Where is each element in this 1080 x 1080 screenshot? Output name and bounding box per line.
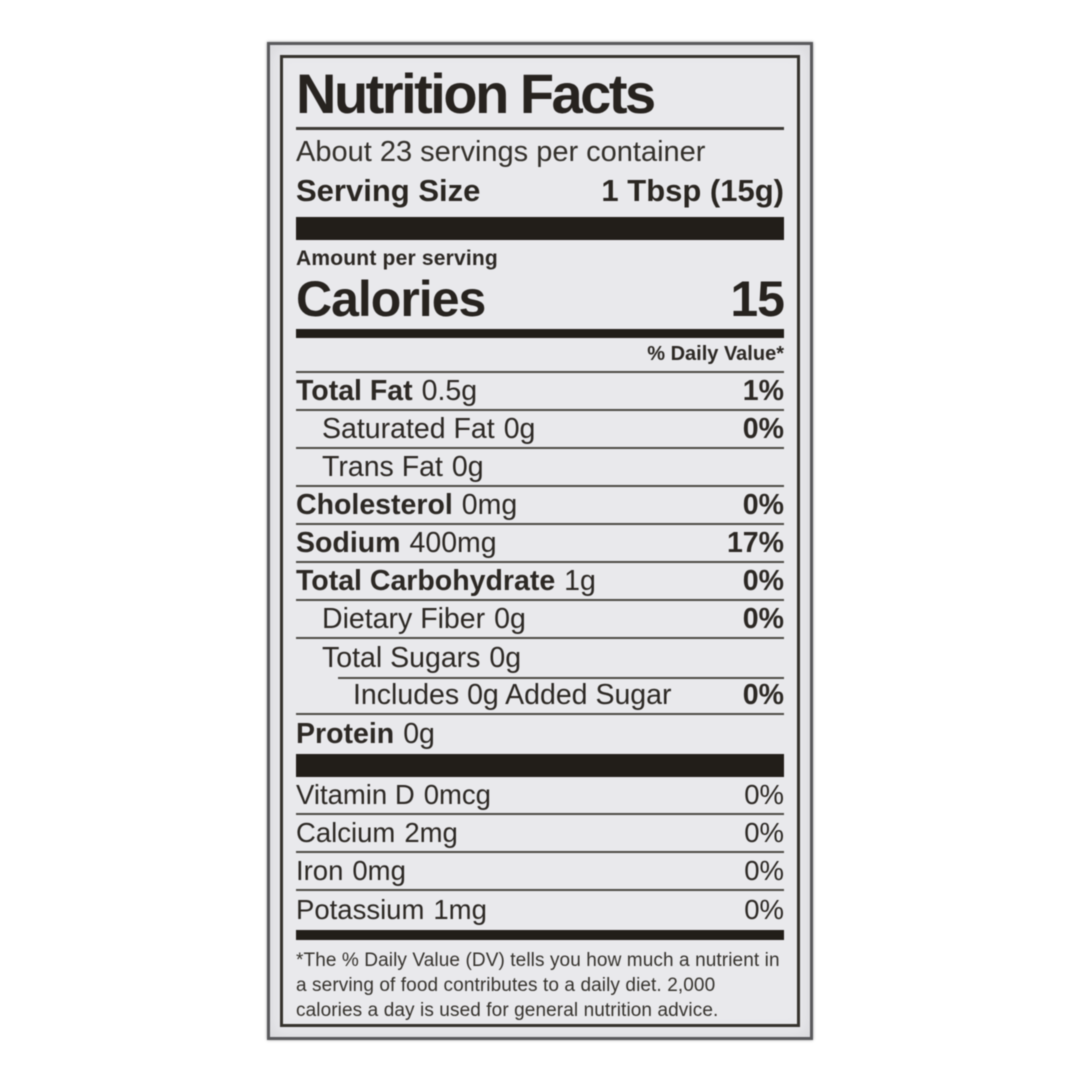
row-potassium: Potassium 1mg 0% <box>296 891 784 929</box>
nutrient-name: Iron <box>296 855 344 886</box>
row-dietary-fiber: Dietary Fiber 0g 0% <box>296 601 784 639</box>
nutrient-amount: 0mg <box>352 855 406 886</box>
row-protein: Protein 0g <box>296 715 784 753</box>
label-title: Nutrition Facts <box>296 62 656 125</box>
nutrient-amount: 0.5g <box>421 374 478 407</box>
serving-size-label: Serving Size <box>296 173 481 208</box>
nutrient-name: Vitamin D <box>296 779 415 810</box>
title-divider <box>296 127 784 130</box>
nutrient-name: Total Sugars <box>322 641 481 674</box>
medium-divider-bar <box>296 930 784 940</box>
nutrient-daily-value: 0% <box>742 564 784 597</box>
nutrient-amount: 2mg <box>404 817 458 848</box>
amount-per-serving-label: Amount per serving <box>296 247 498 270</box>
nutrient-daily-value: 1% <box>742 374 784 407</box>
serving-size-value: 1 Tbsp (15g) <box>601 173 784 208</box>
nutrient-daily-value: 0% <box>744 817 784 848</box>
nutrient-amount: 0g <box>403 717 435 750</box>
nutrient-amount: 0mcg <box>423 779 491 810</box>
row-includes-0g-added-sugar: Includes 0g Added Sugar 0% <box>296 677 784 715</box>
nutrient-daily-value: 0% <box>742 412 784 445</box>
nutrient-name: Sodium <box>296 526 401 559</box>
row-vitamin-d: Vitamin D 0mcg 0% <box>296 777 784 815</box>
nutrient-name: Includes 0g Added Sugar <box>353 678 672 711</box>
nutrient-daily-value: 0% <box>744 894 784 925</box>
calories-row: Calories 15 <box>296 271 785 327</box>
nutrient-amount: 1g <box>564 564 596 597</box>
nutrient-daily-value: 0% <box>744 855 784 886</box>
nutrient-name: Trans Fat <box>322 450 443 483</box>
nutrient-name: Calcium <box>296 817 396 848</box>
nutrient-amount: 400mg <box>409 526 497 559</box>
row-cholesterol: Cholesterol 0mg 0% <box>296 487 784 525</box>
medium-divider-bar <box>296 329 784 338</box>
row-calcium: Calcium 2mg 0% <box>296 815 784 853</box>
nutrient-amount: 0g <box>451 450 484 483</box>
nutrient-name: Saturated Fat <box>322 412 495 445</box>
nutrient-rows: Total Fat 0.5g 1% Saturated Fat 0g 0% Tr… <box>296 373 784 753</box>
serving-size-row: Serving Size 1 Tbsp (15g) <box>296 172 784 210</box>
nutrient-amount: 0mg <box>461 488 518 521</box>
nutrient-name: Protein <box>296 717 395 750</box>
nutrient-daily-value: 0% <box>744 779 784 810</box>
nutrient-daily-value: 0% <box>742 488 784 521</box>
row-total-fat: Total Fat 0.5g 1% <box>296 373 784 411</box>
daily-value-header: % Daily Value* <box>296 338 784 373</box>
servings-per-container: About 23 servings per container <box>296 136 706 168</box>
row-iron: Iron 0mg 0% <box>296 853 784 891</box>
nutrient-amount: 1mg <box>433 894 487 925</box>
calories-value: 15 <box>730 271 785 327</box>
thick-divider-bar <box>296 217 784 240</box>
row-sodium: Sodium 400mg 17% <box>296 525 784 563</box>
calories-label: Calories <box>296 271 486 327</box>
nutrition-facts-label: Nutrition Facts About 23 servings per co… <box>267 42 813 1040</box>
row-total-carbohydrate: Total Carbohydrate 1g 0% <box>296 563 784 601</box>
nutrient-name: Total Carbohydrate <box>296 564 556 597</box>
nutrient-daily-value: 0% <box>742 678 784 711</box>
daily-value-footnote: *The % Daily Value (DV) tells you how mu… <box>296 950 780 1021</box>
nutrient-name: Potassium <box>296 894 425 925</box>
nutrient-amount: 0g <box>503 412 536 445</box>
row-total-sugars: Total Sugars 0g <box>296 639 784 679</box>
nutrient-name: Dietary Fiber <box>322 602 486 635</box>
nutrient-name: Total Fat <box>296 374 413 407</box>
nutrient-amount: 0g <box>489 641 522 674</box>
thick-divider-bar <box>296 754 784 777</box>
nutrient-amount: 0g <box>494 602 526 635</box>
nutrition-facts-box: Nutrition Facts About 23 servings per co… <box>280 55 800 1027</box>
row-trans-fat: Trans Fat 0g <box>296 449 784 487</box>
nutrient-name: Cholesterol <box>296 488 453 521</box>
nutrient-daily-value: 0% <box>742 602 784 635</box>
micronutrient-rows: Vitamin D 0mcg 0% Calcium 2mg 0% Iron 0m… <box>296 777 784 929</box>
nutrient-daily-value: 17% <box>726 526 784 559</box>
row-saturated-fat: Saturated Fat 0g 0% <box>296 411 784 449</box>
